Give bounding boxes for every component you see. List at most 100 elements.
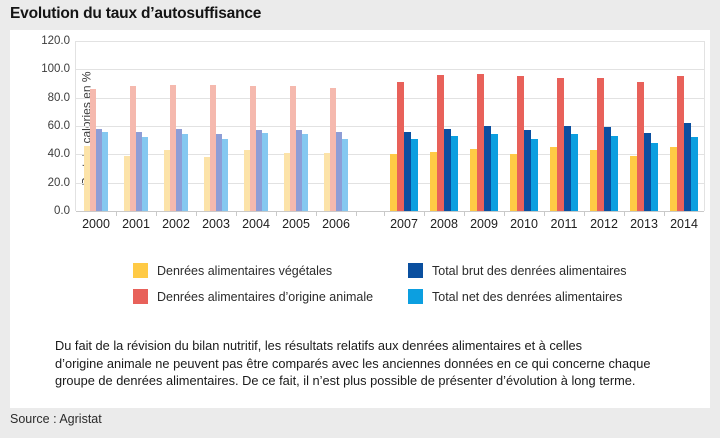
year-group-2006: 2006 <box>316 41 356 231</box>
x-tick-label-2014: 2014 <box>670 217 698 231</box>
bar-2012-series-1 <box>597 78 604 211</box>
bar-2001-series-2 <box>136 132 142 211</box>
x-tick-label-2008: 2008 <box>430 217 458 231</box>
bar-2005-series-1 <box>290 86 296 211</box>
bar-2004-series-2 <box>256 130 262 211</box>
x-axis-tick <box>424 211 425 216</box>
x-axis-tick <box>236 211 237 216</box>
bars-2011 <box>550 78 578 211</box>
bar-2002-series-3 <box>182 134 188 211</box>
legend-label-1: Denrées alimentaires d’origine animale <box>157 289 374 304</box>
bars-2005 <box>284 86 308 211</box>
x-axis-tick <box>544 211 545 216</box>
bar-2002-series-1 <box>170 85 176 211</box>
era-cluster-old: 2000 2001 2002 2003 2004 2005 2006 <box>76 41 356 231</box>
year-group-2012: 2012 <box>584 41 624 231</box>
bars-2006 <box>324 88 348 211</box>
x-axis-tick <box>276 211 277 216</box>
bar-2006-series-0 <box>324 153 330 211</box>
bar-2003-series-0 <box>204 157 210 211</box>
bar-2009-series-2 <box>484 126 491 211</box>
bar-2013-series-3 <box>651 143 658 211</box>
bar-2014-series-2 <box>684 123 691 211</box>
bar-2000-series-1 <box>90 89 96 211</box>
bar-2004-series-1 <box>250 86 256 211</box>
legend: Denrées alimentaires végétales Denrées al… <box>10 263 710 323</box>
footnote: Du fait de la révision du bilan nutritif… <box>55 337 705 390</box>
bar-2002-series-2 <box>176 129 182 211</box>
year-group-2013: 2013 <box>624 41 664 231</box>
y-tick-label-120: 120.0 <box>41 35 70 47</box>
year-group-2007: 2007 <box>384 41 424 231</box>
bar-2013-series-0 <box>630 156 637 211</box>
year-group-2001: 2001 <box>116 41 156 231</box>
x-axis-tick <box>116 211 117 216</box>
legend-item-3: Total net des denrées alimentaires <box>408 289 627 304</box>
footnote-line-2: d’origine animale ne peuvent pas être co… <box>55 355 651 371</box>
bar-2014-series-1 <box>677 76 684 211</box>
year-group-2002: 2002 <box>156 41 196 231</box>
gridline-100 <box>76 69 704 70</box>
bar-2010-series-3 <box>531 139 538 211</box>
bars-2004 <box>244 86 268 211</box>
x-axis-tick <box>664 211 665 216</box>
plot-area: Part de calories en % 120.0 100.0 80.0 60.0… <box>41 35 705 231</box>
bar-2007-series-3 <box>411 139 418 211</box>
bar-2011-series-2 <box>564 126 571 211</box>
x-axis-tick <box>316 211 317 216</box>
bar-2010-series-0 <box>510 154 517 211</box>
bars-2014 <box>670 76 698 211</box>
bar-2012-series-2 <box>604 127 611 211</box>
bar-2011-series-0 <box>550 147 557 211</box>
bar-2008-series-3 <box>451 136 458 211</box>
legend-label-3: Total net des denrées alimentaires <box>432 289 623 304</box>
year-group-2005: 2005 <box>276 41 316 231</box>
x-tick-label-2001: 2001 <box>122 217 150 231</box>
legend-swatch-0 <box>133 263 148 278</box>
page-title: Evolution du taux d’autosuffisance <box>10 5 262 22</box>
bar-2004-series-3 <box>262 133 268 211</box>
x-axis-tick <box>504 211 505 216</box>
bars-2002 <box>164 85 188 211</box>
legend-label-0: Denrées alimentaires végétales <box>157 263 333 278</box>
bars-2009 <box>470 74 498 211</box>
legend-label-2: Total brut des denrées alimentaires <box>432 263 627 278</box>
bar-2002-series-0 <box>164 150 170 211</box>
bar-2013-series-2 <box>644 133 651 211</box>
x-axis-tick <box>156 211 157 216</box>
bar-2001-series-0 <box>124 156 130 211</box>
bar-2008-series-1 <box>437 75 444 211</box>
bar-2009-series-0 <box>470 149 477 211</box>
gridline-120 <box>76 41 704 42</box>
bar-2004-series-0 <box>244 150 250 211</box>
x-tick-label-2006: 2006 <box>322 217 350 231</box>
bar-2010-series-1 <box>517 76 524 211</box>
y-tick-label-80: 80.0 <box>47 92 70 104</box>
y-tick-label-60: 60.0 <box>47 120 70 132</box>
y-tick-label-40: 40.0 <box>47 148 70 160</box>
bar-2006-series-3 <box>342 139 348 211</box>
x-tick-label-2003: 2003 <box>202 217 230 231</box>
gridline-60 <box>76 126 704 127</box>
bars-2008 <box>430 75 458 211</box>
bar-2006-series-1 <box>330 88 336 211</box>
x-tick-label-2009: 2009 <box>470 217 498 231</box>
bar-2014-series-3 <box>691 137 698 211</box>
x-axis-tick <box>356 211 357 216</box>
bar-2009-series-3 <box>491 134 498 211</box>
bar-2008-series-0 <box>430 152 437 211</box>
x-axis-tick <box>624 211 625 216</box>
bar-2012-series-0 <box>590 150 597 211</box>
legend-item-1: Denrées alimentaires d’origine animale <box>133 289 373 304</box>
bar-2005-series-2 <box>296 130 302 211</box>
x-tick-label-2004: 2004 <box>242 217 270 231</box>
bars-2010 <box>510 76 538 211</box>
era-cluster-new: 2007 2008 2009 2010 2011 2012 2013 2014 <box>384 41 704 231</box>
bars-2001 <box>124 86 148 211</box>
x-tick-label-2002: 2002 <box>162 217 190 231</box>
bar-2001-series-1 <box>130 86 136 211</box>
x-axis-tick <box>196 211 197 216</box>
x-tick-label-2013: 2013 <box>630 217 658 231</box>
year-group-2003: 2003 <box>196 41 236 231</box>
